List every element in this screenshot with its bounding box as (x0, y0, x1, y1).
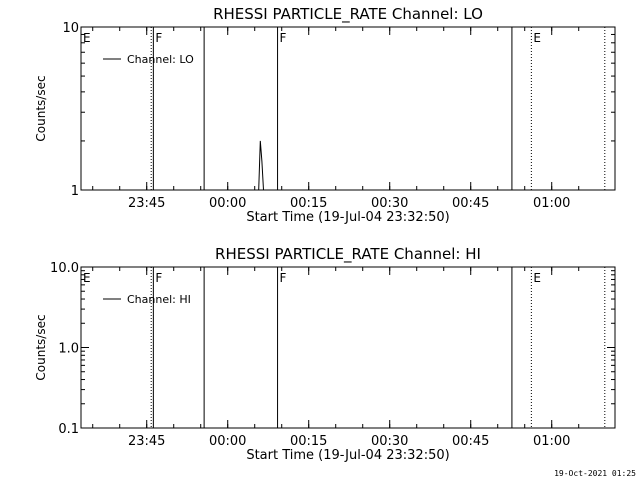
legend-label: Channel: HI (127, 293, 191, 306)
y-tick-label: 10 (62, 21, 79, 36)
x-tick-label: 00:15 (290, 196, 327, 211)
event-label: F (155, 31, 162, 45)
event-label: F (155, 271, 162, 285)
footer-timestamp: 19-Oct-2021 01:25 (554, 469, 636, 478)
event-label: F (280, 31, 287, 45)
x-tick-label: 23:45 (128, 434, 165, 449)
x-tick-label: 00:45 (452, 196, 489, 211)
x-tick-label: 00:00 (209, 434, 246, 449)
event-label: E (83, 271, 91, 285)
series-line (258, 140, 264, 191)
y-tick-label: 1.0 (58, 342, 79, 357)
y-tick-label: 0.1 (58, 422, 79, 437)
event-label: E (83, 31, 91, 45)
x-tick-label: 00:30 (371, 434, 408, 449)
chart-title: RHESSI PARTICLE_RATE Channel: LO (213, 5, 483, 24)
y-axis-label: Counts/sec (34, 314, 48, 380)
x-tick-label: 23:45 (128, 196, 165, 211)
legend-label: Channel: LO (127, 53, 194, 66)
event-label: F (280, 271, 287, 285)
y-axis-label: Counts/sec (34, 75, 48, 141)
y-tick-label: 1 (71, 184, 79, 199)
y-tick-label: 10.0 (50, 261, 79, 276)
x-tick-label: 00:15 (290, 434, 327, 449)
event-label: E (533, 271, 541, 285)
x-axis-label: Start Time (19-Jul-04 23:32:50) (246, 210, 449, 225)
event-label: E (533, 31, 541, 45)
chart-title: RHESSI PARTICLE_RATE Channel: HI (215, 245, 481, 264)
x-tick-label: 00:00 (209, 196, 246, 211)
x-tick-label: 00:45 (452, 434, 489, 449)
x-axis-label: Start Time (19-Jul-04 23:32:50) (246, 448, 449, 463)
x-tick-label: 00:30 (371, 196, 408, 211)
plot-frame (80, 266, 616, 429)
x-tick-label: 01:00 (533, 434, 570, 449)
plot-frame (80, 26, 616, 191)
x-tick-label: 01:00 (533, 196, 570, 211)
